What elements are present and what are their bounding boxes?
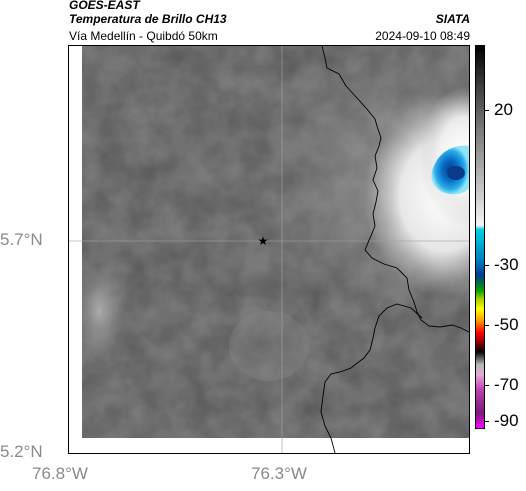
satellite-map: ★ bbox=[68, 45, 470, 454]
lat-label-5-2: 5.2°N bbox=[0, 442, 43, 461]
gridlines bbox=[69, 46, 469, 453]
colorbar-label: -30 bbox=[494, 255, 519, 274]
cold-cloud-top bbox=[431, 145, 469, 195]
city-marker-star-icon: ★ bbox=[258, 234, 269, 248]
title-product: Temperatura de Brillo CH13 bbox=[69, 12, 227, 26]
brightness-temperature-field bbox=[74, 46, 469, 438]
lat-label-5-7: 5.7°N bbox=[0, 230, 43, 249]
map-canvas: ★ bbox=[69, 46, 469, 453]
colorbar-tick bbox=[485, 325, 489, 326]
lon-label-76-8: 76.8°W bbox=[32, 464, 88, 483]
department-borders bbox=[320, 46, 469, 453]
lon-label-76-3: 76.3°W bbox=[251, 464, 307, 483]
datetime-label: 2024-09-10 08:49 bbox=[375, 29, 470, 43]
agency-label: SIATA bbox=[435, 12, 470, 26]
colorbar-label: 20 bbox=[494, 100, 513, 119]
colorbar-tick bbox=[485, 265, 489, 266]
colorbar bbox=[475, 45, 485, 429]
colorbar-tick bbox=[485, 110, 489, 111]
title-satellite: GOES-EAST bbox=[69, 0, 140, 12]
colorbar-label: -90 bbox=[494, 411, 519, 430]
colorbar-label: -70 bbox=[494, 375, 519, 394]
colorbar-tick bbox=[485, 421, 489, 422]
colorbar-tick bbox=[485, 385, 489, 386]
colorbar-label: -50 bbox=[494, 315, 519, 334]
subtitle-region: Vía Medellín - Quibdó 50km bbox=[69, 29, 218, 43]
